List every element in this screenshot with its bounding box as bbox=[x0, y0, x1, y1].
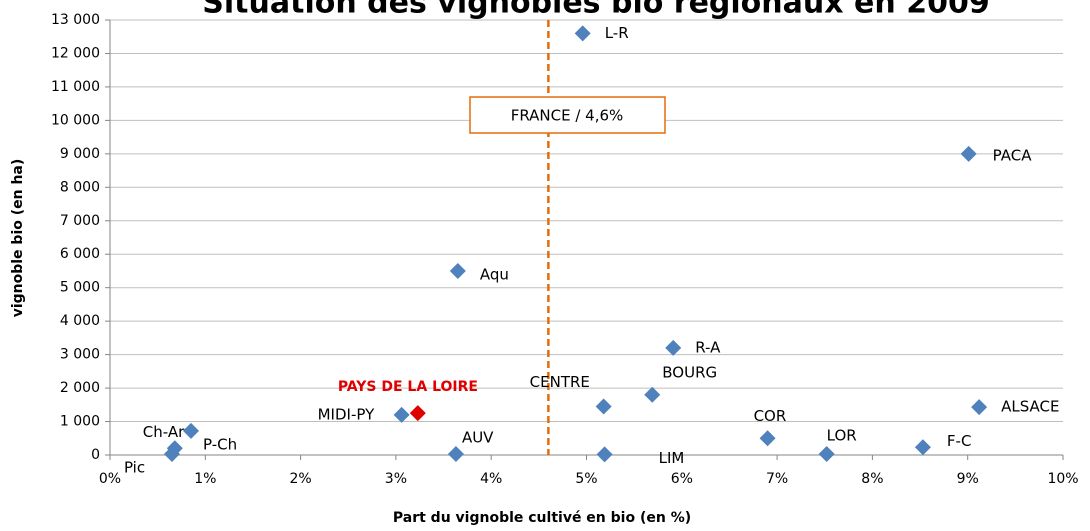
point bbox=[595, 398, 612, 415]
y-tick-label: 4 000 bbox=[60, 313, 100, 329]
point-label: PACA bbox=[993, 146, 1033, 164]
x-axis-label: Part du vignoble cultivé en bio (en %) bbox=[393, 510, 691, 526]
point bbox=[409, 405, 426, 422]
x-tick-label: 2% bbox=[289, 471, 311, 487]
point-label: BOURG bbox=[662, 363, 717, 381]
x-tick-label: 9% bbox=[957, 471, 979, 487]
point-label: ALSACE bbox=[1001, 398, 1059, 416]
y-tick-label: 6 000 bbox=[60, 246, 100, 262]
y-tick-label: 13 000 bbox=[51, 12, 100, 28]
point bbox=[574, 25, 591, 42]
point bbox=[393, 406, 410, 423]
point-label: Pic bbox=[124, 458, 145, 476]
y-tick-label: 8 000 bbox=[60, 179, 100, 195]
annotation-box bbox=[469, 96, 666, 134]
y-tick-label: 11 000 bbox=[51, 79, 100, 95]
point-label: CENTRE bbox=[530, 373, 590, 391]
point bbox=[447, 445, 464, 462]
y-tick-label: 7 000 bbox=[60, 213, 100, 229]
point-label: Aqu bbox=[480, 265, 509, 283]
chart-title: Situation des vignobles bio régionaux en… bbox=[202, 0, 989, 21]
x-tick-label: 5% bbox=[575, 471, 597, 487]
annotation: FRANCE / 4,6% bbox=[511, 107, 624, 125]
x-tick-label: 4% bbox=[480, 471, 502, 487]
x-tick-label: 3% bbox=[385, 471, 407, 487]
x-tick-label: 7% bbox=[766, 471, 788, 487]
y-axis-label: vignoble bio (en ha) bbox=[10, 159, 26, 318]
point-label: L-R bbox=[605, 24, 629, 42]
x-tick-label: 1% bbox=[194, 471, 216, 487]
point bbox=[596, 446, 613, 463]
x-tick-label: 8% bbox=[861, 471, 883, 487]
y-tick-label: 1 000 bbox=[60, 414, 100, 430]
point bbox=[914, 439, 931, 456]
point-label: Ch-Ar bbox=[143, 423, 185, 441]
point bbox=[644, 386, 661, 403]
point bbox=[449, 262, 466, 279]
point bbox=[971, 399, 988, 416]
point bbox=[759, 430, 776, 447]
x-tick-label: 0% bbox=[99, 471, 121, 487]
point-label: LOR bbox=[827, 426, 857, 444]
point-label: R-A bbox=[695, 338, 721, 356]
point bbox=[960, 145, 977, 162]
point-label: MIDI-PY bbox=[318, 405, 375, 423]
point-label: PAYS DE LA LOIRE bbox=[338, 379, 478, 395]
point bbox=[183, 422, 200, 439]
point bbox=[665, 339, 682, 356]
point-label: P-Ch bbox=[203, 435, 237, 453]
y-tick-label: 3 000 bbox=[60, 347, 100, 363]
y-tick-label: 0 bbox=[91, 447, 100, 463]
y-tick-label: 10 000 bbox=[51, 112, 100, 128]
point bbox=[818, 445, 835, 462]
x-tick-label: 6% bbox=[671, 471, 693, 487]
y-tick-label: 2 000 bbox=[60, 380, 100, 396]
y-tick-label: 5 000 bbox=[60, 280, 100, 296]
y-tick-label: 9 000 bbox=[60, 146, 100, 162]
point-label: LIM bbox=[659, 449, 685, 467]
x-tick-label: 10% bbox=[1047, 471, 1078, 487]
y-tick-label: 12 000 bbox=[51, 45, 100, 61]
point-label: COR bbox=[754, 407, 787, 425]
point bbox=[163, 445, 180, 462]
point-label: AUV bbox=[462, 428, 494, 446]
point-label: F-C bbox=[947, 432, 972, 450]
